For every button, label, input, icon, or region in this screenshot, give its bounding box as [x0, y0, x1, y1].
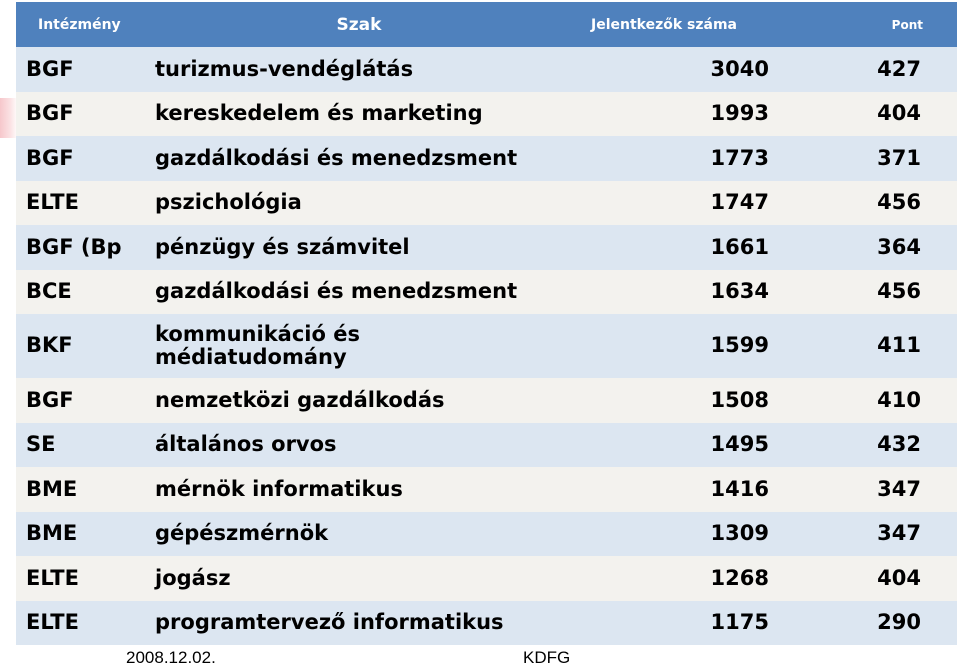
table-row: ELTE jogász 1268 404 [16, 556, 957, 601]
cell-institution: BME [26, 521, 78, 546]
cell-applicants: 1773 [710, 145, 769, 170]
cell-institution: SE [26, 432, 56, 457]
table-row: ELTE programtervező informatikus 1175 29… [16, 600, 957, 645]
cell-institution: BGF (Bp [26, 234, 122, 259]
cell-points: 347 [877, 521, 921, 546]
cell-points: 456 [877, 190, 921, 215]
cell-institution: BGF [26, 387, 74, 412]
cell-points: 432 [877, 432, 921, 457]
table-row: BGF (Bp pénzügy és számvitel 1661 364 [16, 225, 957, 270]
cell-institution: ELTE [26, 610, 79, 635]
cell-major: kereskedelem és marketing [155, 101, 483, 126]
slide-accent-decoration [0, 98, 18, 138]
cell-institution: ELTE [26, 565, 79, 590]
header-points: Pont [891, 17, 923, 32]
cell-applicants: 1309 [710, 521, 769, 546]
table-header-row: Intézmény Szak Jelentkezők száma Pont [16, 2, 957, 47]
cell-major: gazdálkodási és menedzsment [155, 279, 518, 304]
cell-major: általános orvos [155, 432, 337, 457]
cell-major: programtervező informatikus [155, 610, 504, 635]
cell-points: 364 [877, 234, 921, 259]
table-row: SE általános orvos 1495 432 [16, 422, 957, 467]
cell-applicants: 1268 [710, 565, 769, 590]
table-row: BGF gazdálkodási és menedzsment 1773 371 [16, 136, 957, 181]
cell-applicants: 1175 [710, 610, 769, 635]
cell-points: 347 [877, 476, 921, 501]
cell-applicants: 1993 [710, 101, 769, 126]
cell-institution: BME [26, 476, 78, 501]
cell-points: 404 [877, 101, 921, 126]
cell-applicants: 1747 [710, 190, 769, 215]
table-row: ELTE pszichológia 1747 456 [16, 180, 957, 225]
cell-applicants: 1495 [710, 432, 769, 457]
header-applicants: Jelentkezők száma [591, 16, 738, 33]
cell-applicants: 1416 [710, 476, 769, 501]
cell-major: gazdálkodási és menedzsment [155, 145, 518, 170]
cell-institution: BCE [26, 279, 72, 304]
footer-date: 2008.12.02. [126, 648, 216, 667]
table-row: BGF kereskedelem és marketing 1993 404 [16, 91, 957, 136]
cell-major: turizmus-vendéglátás [155, 56, 414, 81]
table-row: BGF nemzetközi gazdálkodás 1508 410 [16, 378, 957, 423]
cell-applicants: 1508 [710, 387, 769, 412]
cell-points: 411 [877, 333, 921, 358]
table-row: BCE gazdálkodási és menedzsment 1634 456 [16, 269, 957, 314]
footer-organization: KDFG [523, 648, 571, 667]
table-body: BGF turizmus-vendéglátás 3040 427 BGF ke… [16, 47, 957, 645]
cell-major: gépészmérnök [155, 521, 329, 546]
cell-institution: BKF [26, 333, 73, 358]
cell-major: mérnök informatikus [155, 476, 403, 501]
cell-institution: BGF [26, 56, 74, 81]
cell-institution: BGF [26, 101, 74, 126]
applicants-table: Intézmény Szak Jelentkezők száma Pont BG… [16, 2, 957, 645]
cell-applicants: 1661 [710, 234, 769, 259]
table-row: BME mérnök informatikus 1416 347 [16, 467, 957, 512]
cell-major: kommunikáció és médiatudomány [155, 321, 360, 369]
cell-major: nemzetközi gazdálkodás [155, 387, 445, 412]
cell-points: 456 [877, 279, 921, 304]
header-major: Szak [336, 14, 382, 35]
cell-applicants: 1599 [710, 333, 769, 358]
table-row: BKF kommunikáció és médiatudomány 1599 4… [16, 314, 957, 378]
header-institution: Intézmény [38, 16, 121, 33]
table-row: BGF turizmus-vendéglátás 3040 427 [16, 47, 957, 92]
cell-points: 410 [877, 387, 921, 412]
cell-major: pszichológia [155, 190, 302, 215]
cell-applicants: 3040 [710, 56, 769, 81]
cell-applicants: 1634 [710, 279, 769, 304]
cell-institution: ELTE [26, 190, 79, 215]
cell-points: 427 [877, 56, 921, 81]
cell-major: pénzügy és számvitel [155, 234, 410, 259]
cell-points: 290 [877, 610, 921, 635]
table-header: Intézmény Szak Jelentkezők száma Pont [16, 2, 957, 47]
cell-institution: BGF [26, 145, 74, 170]
table-row: BME gépészmérnök 1309 347 [16, 511, 957, 556]
cell-points: 404 [877, 565, 921, 590]
cell-major: jogász [155, 565, 231, 590]
cell-points: 371 [877, 145, 921, 170]
